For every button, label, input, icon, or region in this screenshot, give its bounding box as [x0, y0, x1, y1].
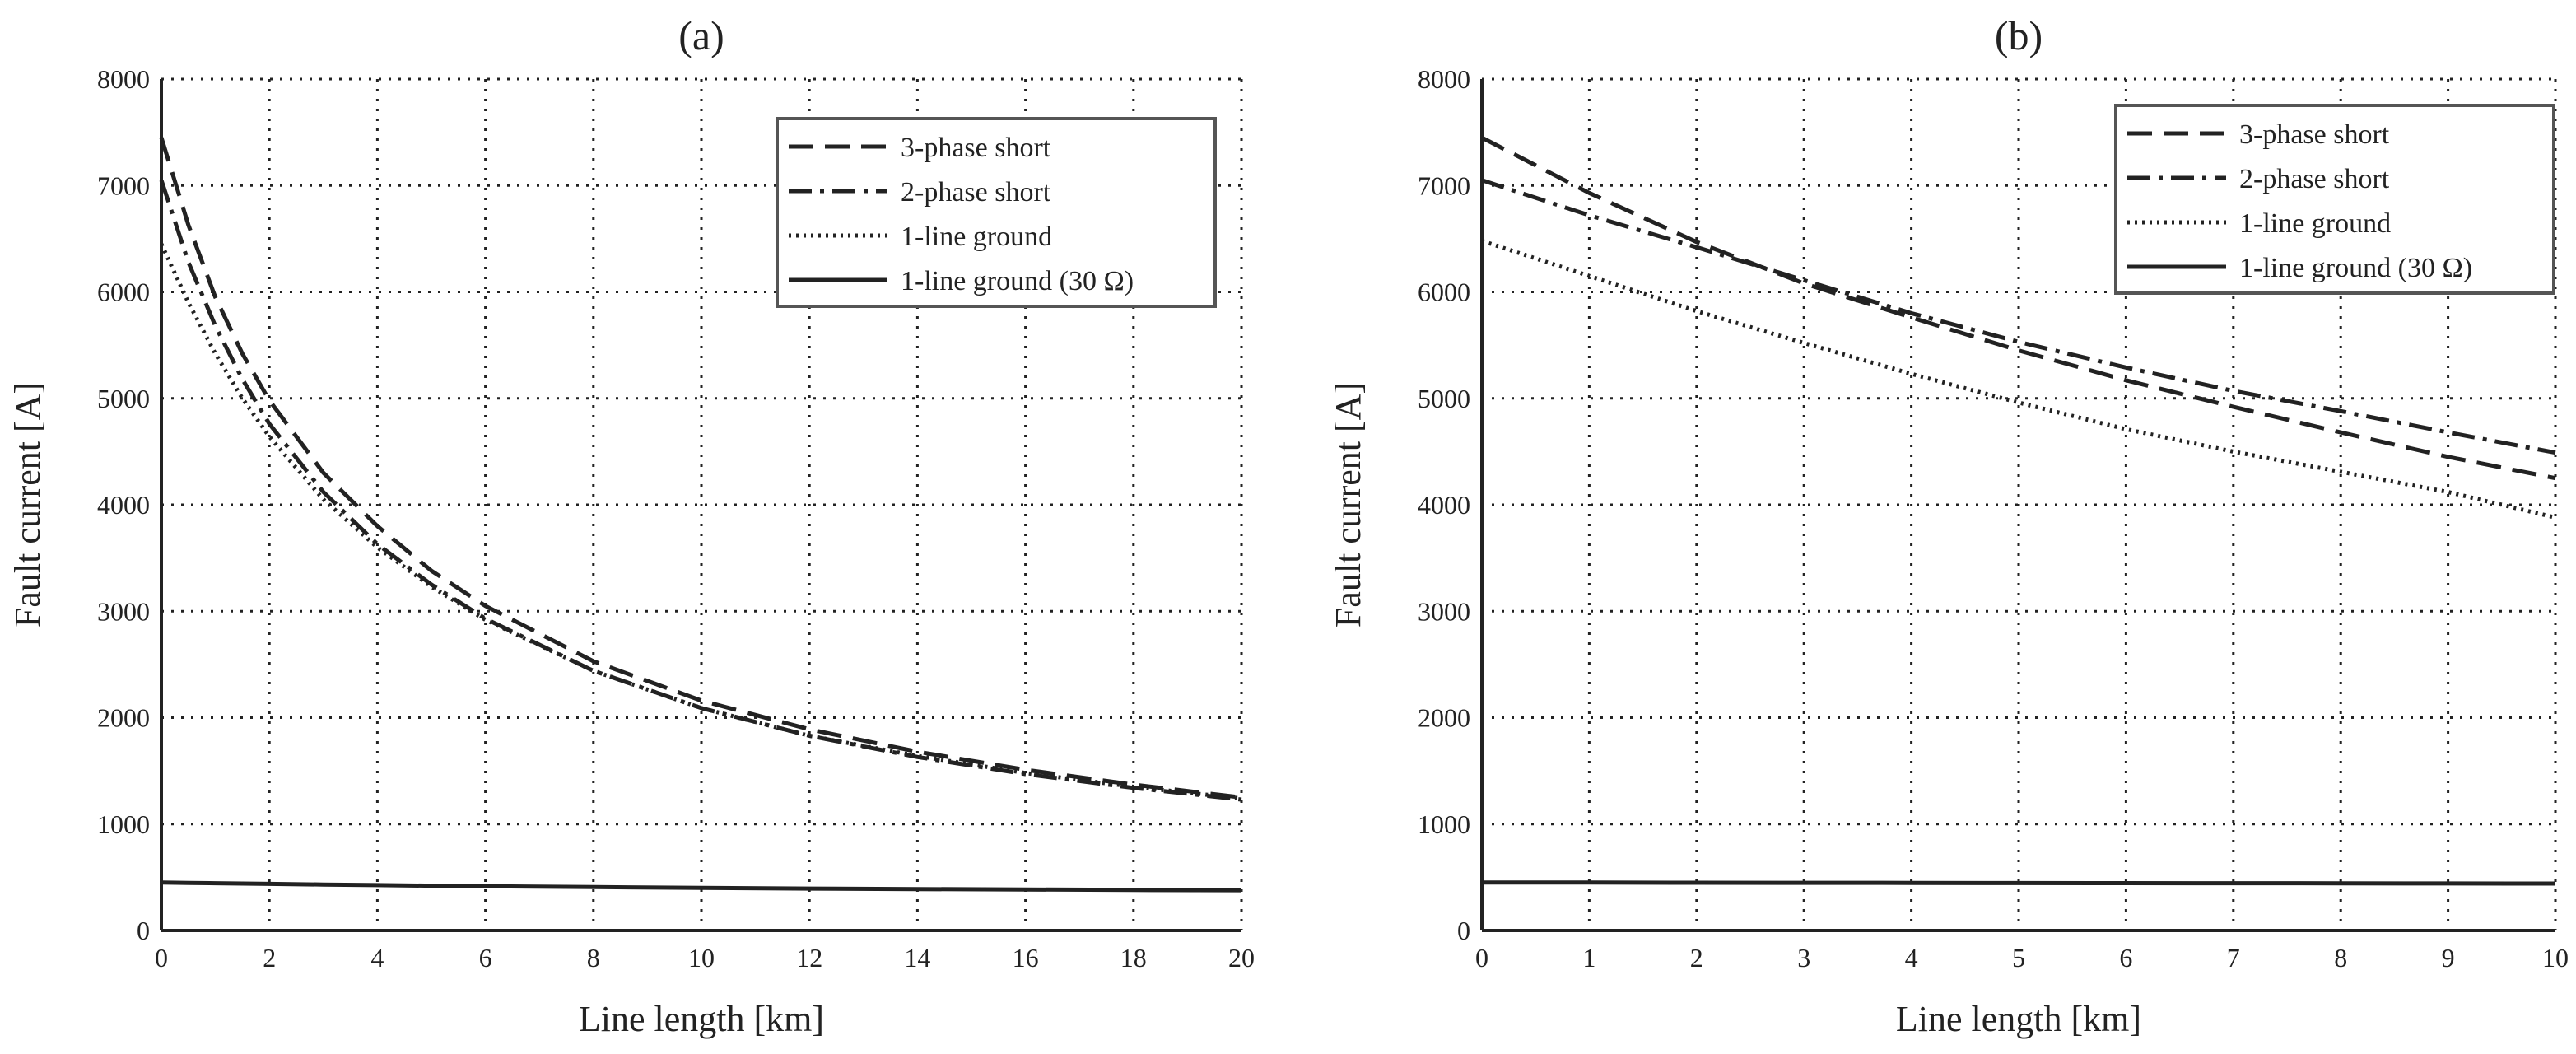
y-tick-label: 1000 [97, 809, 150, 839]
y-tick-label: 1000 [1418, 809, 1470, 839]
x-tick-label: 6 [2119, 943, 2132, 972]
series-line-dash-dot [1481, 178, 2556, 455]
x-axis-label: Line length [km] [1896, 999, 2141, 1039]
x-tick-label: 8 [587, 943, 600, 972]
series-line-dotted [159, 243, 1242, 801]
y-axis-label: Fault current [A] [1328, 382, 1368, 627]
y-tick-label: 7000 [1418, 170, 1470, 200]
x-tick-label: 3 [1797, 943, 1810, 972]
x-tick-label: 10 [688, 943, 715, 972]
x-tick-label: 2 [1690, 943, 1703, 972]
legend-label: 1-line ground (30 Ω) [901, 266, 1134, 296]
chart-title: (a) [678, 12, 724, 58]
x-tick-label: 0 [1475, 943, 1488, 972]
y-tick-label: 8000 [97, 64, 150, 94]
y-tick-label: 8000 [1418, 64, 1470, 94]
y-tick-label: 6000 [97, 277, 150, 307]
series-line-solid [1482, 880, 2556, 886]
series-line-dotted [1481, 239, 2556, 520]
x-tick-label: 7 [2227, 943, 2240, 972]
legend-box [2114, 104, 2555, 295]
x-tick-label: 18 [1120, 943, 1147, 972]
x-tick-label: 0 [155, 943, 168, 972]
y-tick-label: 0 [1457, 916, 1470, 945]
y-tick-label: 4000 [1418, 490, 1470, 520]
legend-label: 3-phase short [901, 133, 1051, 163]
y-axis-label: Fault current [A] [7, 382, 48, 627]
y-tick-label: 5000 [1418, 384, 1470, 413]
y-tick-label: 2000 [1418, 703, 1470, 733]
x-tick-label: 16 [1013, 943, 1039, 972]
y-tick-label: 3000 [1418, 596, 1470, 626]
chart-panel-a: 0 2 4 6 8 10 12 14 16 18 20 0 1000 2000 3000 4000 5000 60… [7, 12, 1255, 1039]
x-tick-label: 9 [2442, 943, 2455, 972]
legend-box [776, 117, 1217, 308]
y-tick-label: 0 [137, 916, 150, 945]
legend: 3-phase short 2-phase short 1-line ground 1… [776, 117, 1217, 308]
x-tick-label: 20 [1228, 943, 1255, 972]
chart-panel-b: 0 1 2 3 4 5 6 7 8 9 10 0 1000 2000 3000 4000 5000 6000 700… [1328, 12, 2569, 1039]
x-tick-label: 1 [1582, 943, 1595, 972]
series-line-dashed [159, 137, 1242, 800]
legend-label: 2-phase short [901, 177, 1051, 208]
chart-title: (b) [1995, 12, 2043, 58]
x-axis-label: Line length [km] [579, 999, 824, 1039]
legend-label: 2-phase short [2239, 164, 2390, 194]
legend-label: 3-phase short [2239, 119, 2390, 150]
y-tick-label: 3000 [97, 596, 150, 626]
y-tick-label: 4000 [97, 490, 150, 520]
y-tick-label: 5000 [97, 384, 150, 413]
series-line-dashed [1480, 135, 2556, 481]
x-tick-label: 10 [2542, 943, 2569, 972]
legend-label: 1-line ground (30 Ω) [2239, 253, 2472, 283]
x-tick-label: 2 [263, 943, 276, 972]
x-tick-label: 14 [904, 943, 930, 972]
y-tick-label: 6000 [1418, 277, 1470, 307]
series-line-dash-dot [159, 180, 1242, 802]
x-tick-label: 4 [370, 943, 384, 972]
x-tick-label: 8 [2334, 943, 2347, 972]
x-tick-label: 6 [479, 943, 492, 972]
legend-label: 1-line ground [2239, 208, 2391, 239]
series-line-solid [161, 880, 1242, 893]
x-tick-label: 4 [1905, 943, 1918, 972]
legend: 3-phase short 2-phase short 1-line ground 1… [2114, 104, 2555, 295]
x-tick-label: 5 [2012, 943, 2025, 972]
x-tick-label: 12 [796, 943, 822, 972]
y-tick-label: 7000 [97, 170, 150, 200]
y-tick-label: 2000 [97, 703, 150, 733]
legend-label: 1-line ground [901, 222, 1052, 252]
